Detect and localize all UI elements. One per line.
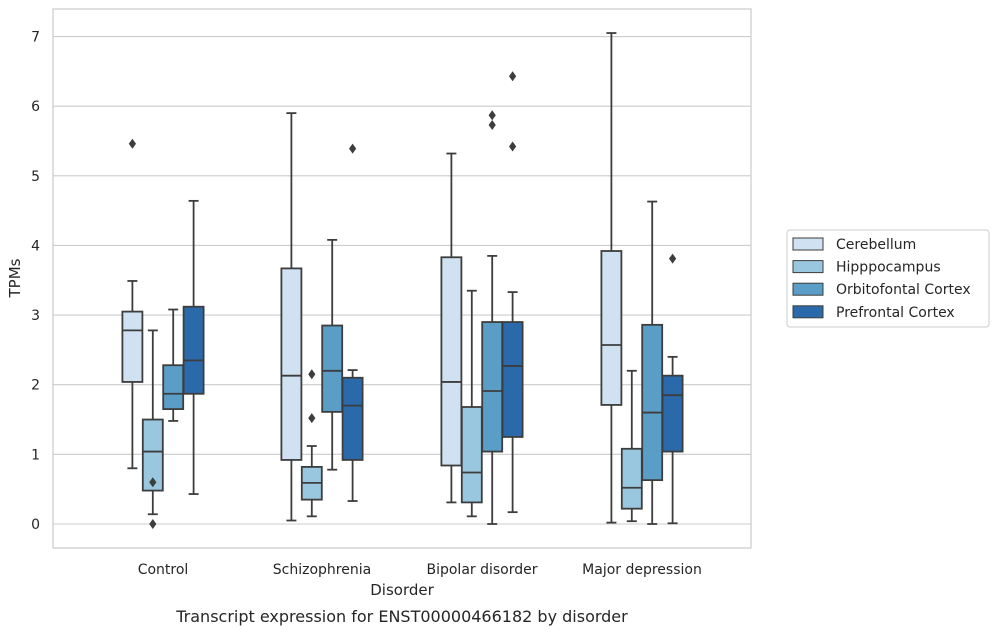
y-axis-label: TPMs bbox=[6, 258, 24, 298]
outlier-point bbox=[308, 413, 316, 424]
box-orbitofontal-cortex-schizophrenia bbox=[321, 238, 344, 471]
box-hipppocampus-bipolar-disorder bbox=[460, 289, 483, 518]
x-tick-label: Major depression bbox=[582, 562, 702, 578]
legend-label: Prefrontal Cortex bbox=[836, 305, 955, 321]
outlier-point bbox=[509, 71, 517, 82]
iqr-box bbox=[501, 321, 524, 438]
x-tick-label: Bipolar disorder bbox=[426, 562, 537, 578]
box-prefrontal-cortex-schizophrenia bbox=[341, 143, 364, 502]
y-tick-label: 7 bbox=[31, 30, 40, 46]
legend-swatch bbox=[792, 282, 824, 296]
box-cerebellum-control bbox=[121, 138, 144, 470]
outlier-point bbox=[509, 141, 517, 152]
legend-label: Hipppocampus bbox=[836, 260, 941, 276]
box-hipppocampus-major-depression bbox=[620, 369, 643, 523]
box-hipppocampus-control bbox=[141, 329, 164, 529]
legend-swatch bbox=[792, 260, 824, 274]
x-tick-label: Control bbox=[138, 562, 189, 578]
plot-frame bbox=[52, 8, 752, 549]
iqr-box bbox=[141, 418, 164, 492]
iqr-box bbox=[440, 256, 463, 467]
y-tick-label: 3 bbox=[31, 308, 40, 324]
box-prefrontal-cortex-control bbox=[182, 199, 205, 495]
legend-item: Prefrontal Cortex bbox=[792, 305, 955, 321]
legend-item: Hipppocampus bbox=[792, 260, 941, 276]
x-tick-labels: Control Schizophrenia Bipolar disorder Majo… bbox=[138, 562, 702, 578]
legend: Cerebellum Hipppocampus Orbitofontal Corte… bbox=[786, 229, 990, 328]
outlier-point bbox=[669, 253, 677, 264]
box-cerebellum-major-depression bbox=[600, 32, 623, 524]
figure-caption: Transcript expression for ENST0000046618… bbox=[175, 607, 628, 626]
y-tick-label: 2 bbox=[31, 378, 40, 394]
boxes bbox=[121, 32, 684, 529]
legend-label: Orbitofontal Cortex bbox=[836, 282, 971, 298]
y-tick-label: 0 bbox=[31, 517, 40, 533]
outlier-point bbox=[128, 138, 136, 149]
legend-swatch bbox=[792, 237, 824, 251]
box-cerebellum-schizophrenia bbox=[280, 112, 303, 522]
iqr-box bbox=[162, 364, 185, 410]
y-tick-labels: 0 1 2 3 4 5 6 7 bbox=[31, 30, 40, 533]
iqr-box bbox=[321, 324, 344, 413]
y-tick-label: 6 bbox=[31, 99, 40, 115]
box-cerebellum-bipolar-disorder bbox=[440, 152, 463, 504]
outlier-point bbox=[488, 119, 496, 130]
outlier-point bbox=[149, 519, 157, 529]
legend-label: Cerebellum bbox=[836, 237, 916, 253]
x-tick-label: Schizophrenia bbox=[273, 562, 371, 578]
y-tick-label: 1 bbox=[31, 447, 40, 463]
box-prefrontal-cortex-bipolar-disorder bbox=[501, 71, 524, 514]
x-axis-label: Disorder bbox=[370, 581, 434, 599]
iqr-box bbox=[620, 447, 643, 510]
outlier-point bbox=[349, 143, 357, 154]
iqr-box bbox=[641, 323, 664, 482]
outlier-point bbox=[149, 477, 157, 488]
iqr-box bbox=[600, 250, 623, 406]
iqr-box bbox=[280, 267, 303, 461]
box-orbitofontal-cortex-control bbox=[162, 308, 185, 422]
iqr-box bbox=[182, 305, 205, 395]
outlier-point bbox=[308, 369, 316, 380]
box-orbitofontal-cortex-major-depression bbox=[641, 200, 664, 525]
box-prefrontal-cortex-major-depression bbox=[661, 253, 684, 525]
outlier-point bbox=[488, 110, 496, 121]
iqr-box bbox=[341, 376, 364, 461]
legend-swatch bbox=[792, 305, 824, 319]
legend-item: Orbitofontal Cortex bbox=[792, 282, 971, 298]
y-tick-label: 5 bbox=[31, 169, 40, 185]
box-hipppocampus-schizophrenia bbox=[300, 369, 323, 518]
iqr-box bbox=[121, 310, 144, 383]
iqr-box bbox=[661, 374, 684, 453]
box-orbitofontal-cortex-bipolar-disorder bbox=[481, 110, 504, 525]
iqr-box bbox=[481, 321, 504, 453]
iqr-box bbox=[460, 406, 483, 504]
y-tick-label: 4 bbox=[31, 238, 40, 254]
legend-frame bbox=[786, 229, 990, 328]
legend-item: Cerebellum bbox=[792, 237, 916, 253]
